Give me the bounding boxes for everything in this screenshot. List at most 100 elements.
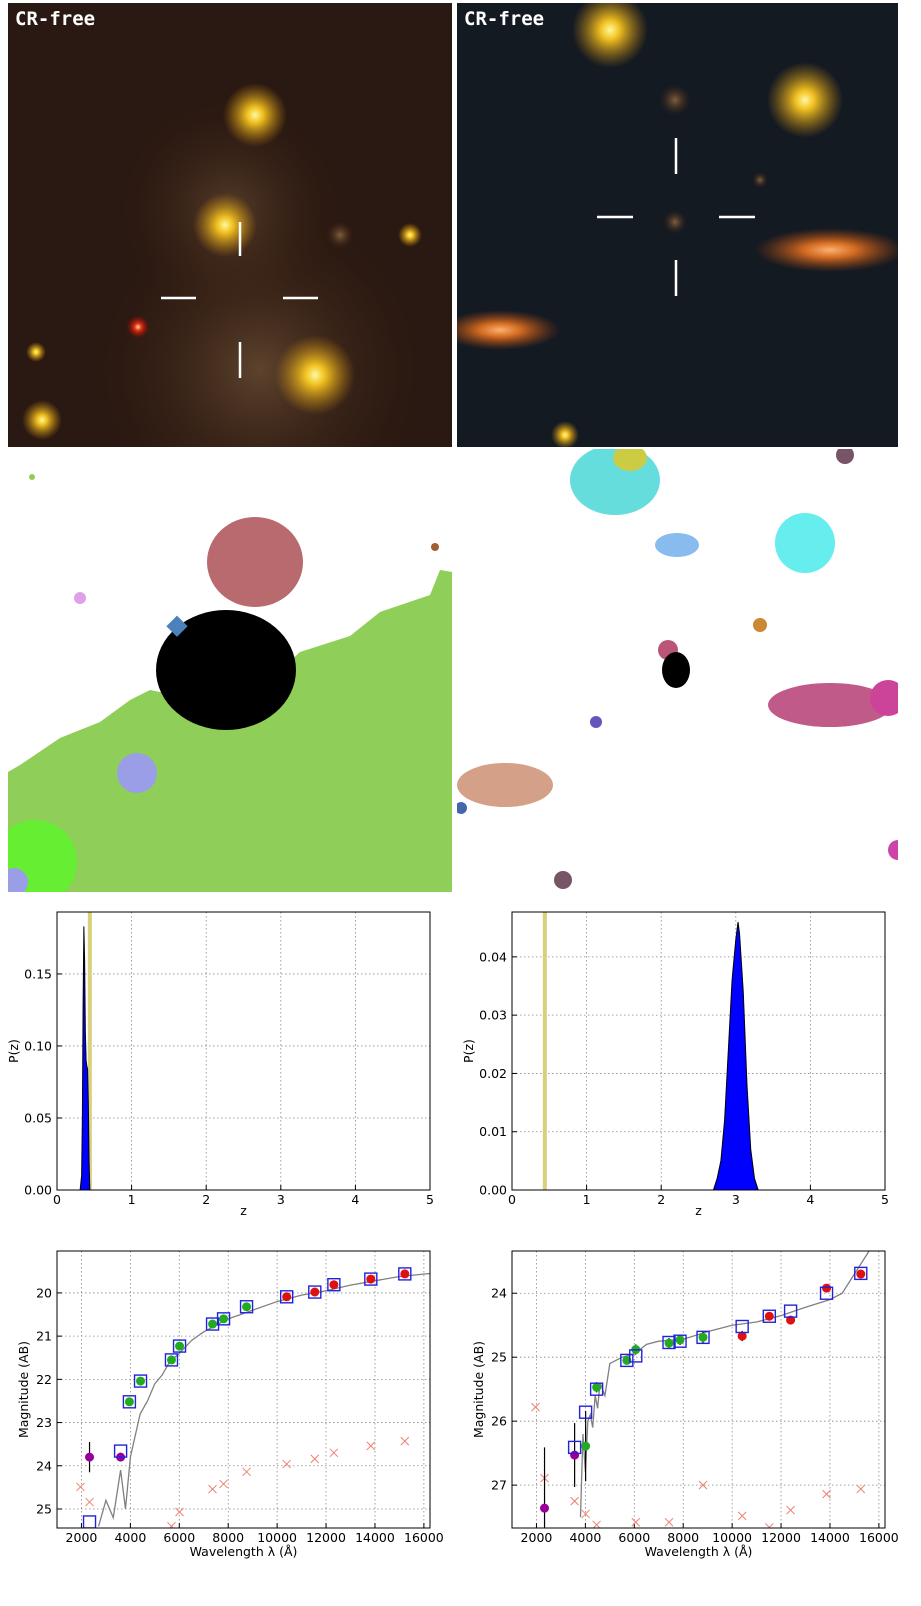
x-axis-label: Wavelength λ (Å)	[645, 1544, 753, 1559]
upper-limit	[85, 1497, 94, 1507]
upper-limit	[531, 1402, 540, 1412]
x-tick-label: 3	[732, 1192, 740, 1207]
y-tick-label: 26	[491, 1414, 507, 1429]
x-tick-label: 4	[351, 1192, 359, 1207]
model-flux	[216, 1312, 231, 1326]
x-tick-label: 8000	[212, 1530, 244, 1545]
observed-flux	[856, 1269, 866, 1279]
y-tick-label: 0.05	[24, 1110, 52, 1125]
observed-flux	[242, 1302, 252, 1312]
model-flux	[735, 1319, 749, 1334]
x-axis-label: z	[695, 1203, 702, 1218]
cross-stroke	[329, 1448, 339, 1458]
model-flux	[164, 1353, 179, 1367]
model-flux	[589, 1382, 604, 1396]
observed-flux	[208, 1319, 218, 1329]
chart: 0 1 2 3 4 5 0.00 0.05 0.10 0.15 z P(z)	[6, 911, 434, 1218]
plot-frame	[511, 1250, 886, 1529]
x-tick-label: 4000	[114, 1530, 146, 1545]
model-flux	[673, 1334, 687, 1348]
model-flux	[567, 1440, 582, 1455]
x-tick-label: 1	[583, 1192, 591, 1207]
upper-limit	[400, 1436, 410, 1446]
model-flux	[327, 1278, 341, 1292]
cross-stroke	[175, 1507, 184, 1517]
image-label: CR-free	[464, 8, 544, 30]
model-flux	[205, 1317, 220, 1331]
model-flux	[696, 1330, 710, 1345]
cross-stroke	[310, 1454, 320, 1464]
x-tick-label: 16000	[404, 1530, 444, 1545]
observed-flux	[166, 1355, 176, 1365]
plot-area	[512, 1251, 885, 1528]
x-tick-label: 6000	[618, 1530, 650, 1545]
y-tick-label: 25	[36, 1501, 52, 1516]
plot-area	[57, 912, 430, 1190]
y-tick-label: 21	[36, 1329, 52, 1344]
x-tick-label: 5	[426, 1192, 434, 1207]
y-tick-label: 27	[491, 1478, 507, 1493]
cross-stroke	[631, 1517, 641, 1527]
upper-limit	[208, 1484, 217, 1494]
x-tick-label: 14000	[355, 1530, 395, 1545]
upper-limit	[664, 1517, 674, 1527]
pz-area	[79, 926, 91, 1190]
cross-stroke	[592, 1520, 601, 1528]
model-flux	[308, 1285, 322, 1299]
cross-stroke	[698, 1480, 708, 1490]
cross-stroke	[400, 1436, 410, 1446]
cross-stroke	[366, 1441, 376, 1451]
upper-limit	[786, 1505, 795, 1515]
y-axis-label: Magnitude (AB)	[16, 1341, 31, 1438]
model-flux	[783, 1304, 798, 1318]
upper-limit	[282, 1459, 292, 1469]
model-flux	[122, 1395, 137, 1409]
upper-limit	[581, 1509, 590, 1519]
cross-stroke	[581, 1509, 590, 1519]
observed-flux	[219, 1314, 229, 1324]
template-line	[97, 1272, 430, 1527]
plot-marks	[79, 912, 92, 1190]
cross-stroke	[822, 1489, 831, 1499]
y-tick-label: 0.15	[24, 966, 52, 981]
x-tick-label: 2000	[66, 1530, 98, 1545]
observed-flux	[737, 1331, 747, 1341]
upper-limit	[698, 1480, 708, 1490]
plot-frame	[56, 1250, 431, 1529]
observed-flux	[540, 1503, 550, 1513]
x-tick-label: 12000	[761, 1530, 801, 1545]
x-tick-label: 0	[508, 1192, 516, 1207]
y-tick-label: 24	[491, 1286, 507, 1301]
upper-limit	[366, 1441, 376, 1451]
x-tick-label: 2	[202, 1192, 210, 1207]
model-flux	[662, 1335, 676, 1350]
model-flux	[854, 1266, 868, 1281]
cross-stroke	[664, 1517, 674, 1527]
observed-flux	[698, 1332, 708, 1342]
model-flux	[398, 1267, 412, 1281]
y-axis-label: Magnitude (AB)	[471, 1341, 486, 1438]
model-flux	[620, 1353, 634, 1368]
plot-marks	[542, 912, 759, 1190]
y-axis-label: P(z)	[6, 1039, 21, 1063]
y-tick-label: 23	[36, 1415, 52, 1430]
x-tick-label: 12000	[306, 1530, 346, 1545]
y-tick-label: 24	[36, 1458, 52, 1473]
observed-flux	[124, 1397, 134, 1407]
cross-stroke	[282, 1459, 292, 1469]
observed-flux	[366, 1274, 376, 1284]
y-tick-label: 0.03	[479, 1008, 507, 1023]
observed-flux	[581, 1441, 591, 1451]
model-flux	[279, 1290, 294, 1304]
plot-area	[512, 912, 885, 1190]
observed-flux	[764, 1311, 774, 1321]
x-tick-label: 4	[806, 1192, 814, 1207]
cross-stroke	[85, 1497, 94, 1507]
plot-frame	[511, 911, 886, 1191]
cross-stroke	[786, 1505, 795, 1515]
model-flux	[172, 1339, 187, 1353]
chart: 2000 4000 6000 8000 10000 12000 14000 16000 20 21…	[16, 1250, 444, 1559]
observed-flux	[136, 1376, 146, 1386]
